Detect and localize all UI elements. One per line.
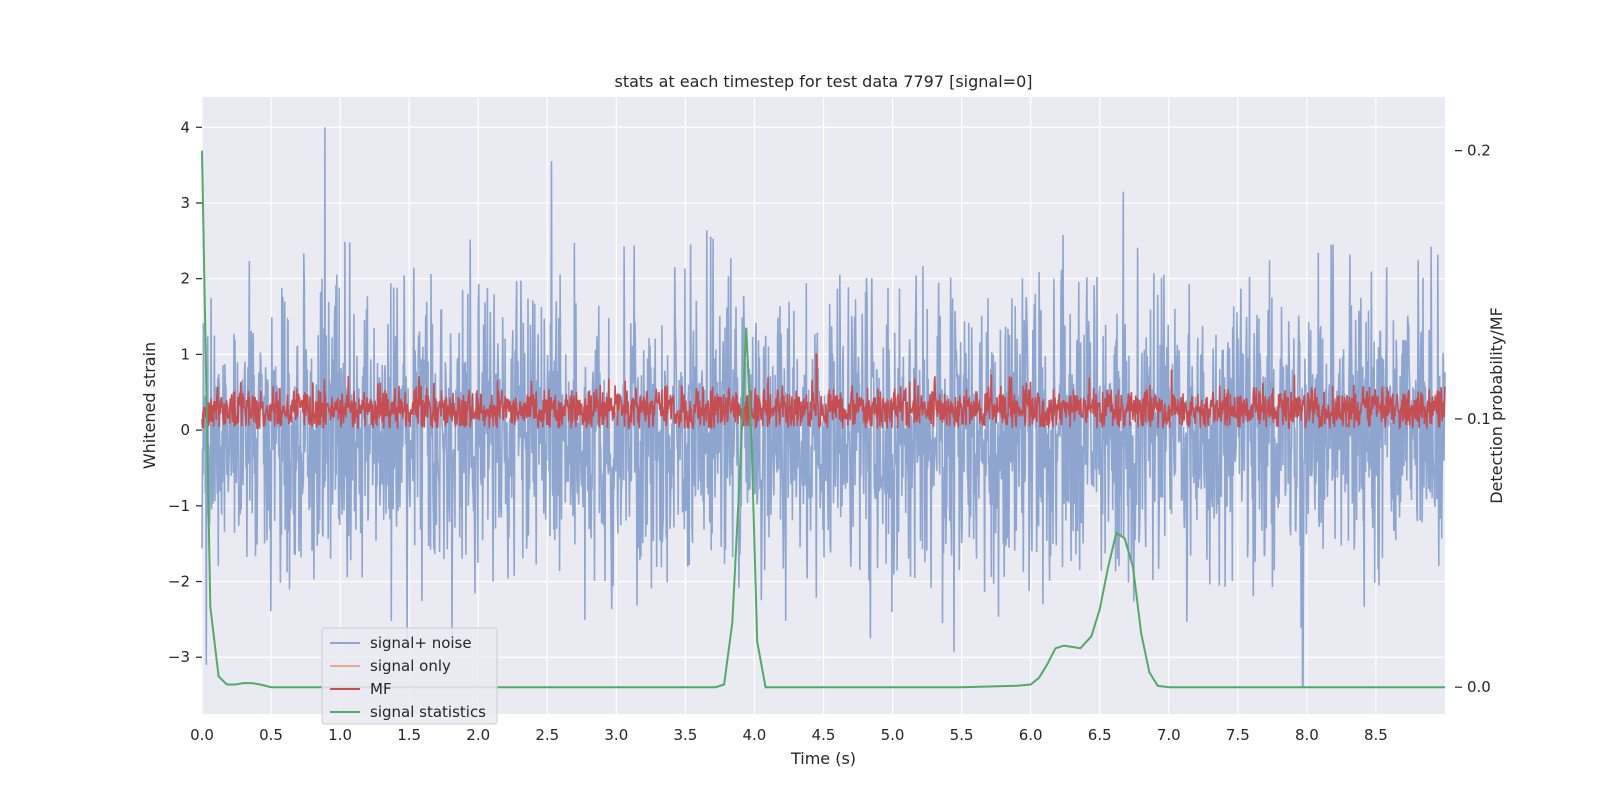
x-tick-label: 1.5 — [397, 726, 421, 744]
x-tick-label: 4.0 — [743, 726, 767, 744]
legend-label: signal only — [370, 657, 451, 675]
y-tick-label: 0 — [180, 421, 190, 439]
x-tick-label: 3.0 — [604, 726, 628, 744]
y-tick-label: 3 — [180, 194, 190, 212]
series-layer — [201, 127, 1446, 689]
y-right-tick-label: 0.0 — [1467, 678, 1491, 696]
y-right-tick-label: 0.1 — [1467, 410, 1491, 428]
y-axis-right-label: Detection probability/MF — [1487, 307, 1506, 504]
x-axis-label: Time (s) — [790, 749, 856, 768]
x-tick-label: 0.0 — [190, 726, 214, 744]
x-tick-label: 6.0 — [1019, 726, 1043, 744]
x-tick-label: 8.5 — [1364, 726, 1388, 744]
y-tick-label: 4 — [180, 118, 190, 136]
y-tick-label: −1 — [168, 497, 190, 515]
x-tick-label: 1.0 — [328, 726, 352, 744]
legend-label: signal+ noise — [370, 634, 472, 652]
x-tick-label: 4.5 — [812, 726, 836, 744]
legend-box — [321, 627, 498, 725]
legend-label: signal statistics — [370, 703, 486, 721]
x-tick-label: 0.5 — [259, 726, 283, 744]
y-right-tick-label: 0.2 — [1467, 142, 1491, 160]
y-tick-label: −2 — [168, 573, 190, 591]
x-tick-label: 8.0 — [1295, 726, 1319, 744]
x-tick-label: 2.0 — [466, 726, 490, 744]
x-tick-label: 5.5 — [950, 726, 974, 744]
series-mf — [201, 353, 1446, 430]
x-tick-label: 7.5 — [1226, 726, 1250, 744]
x-tick-label: 3.5 — [673, 726, 697, 744]
chart-title: stats at each timestep for test data 779… — [614, 72, 1032, 91]
y-tick-label: 2 — [180, 270, 190, 288]
legend: signal+ noise signal only MF signal statist… — [321, 627, 498, 725]
series-signal-statistics — [201, 150, 1445, 689]
x-tick-label: 6.5 — [1088, 726, 1112, 744]
y-tick-label: −3 — [168, 648, 190, 666]
x-tick-label: 7.0 — [1157, 726, 1181, 744]
axis-ticks: 0.0 0.5 1.0 1.5 2.0 2.5 3.0 3.5 4.0 4.5 5.0 5.5 6.0 6… — [168, 118, 1491, 744]
y-axis-label: Whitened strain — [140, 342, 159, 469]
x-tick-label: 2.5 — [535, 726, 559, 744]
legend-label: MF — [370, 680, 392, 698]
series-signal-noise — [201, 127, 1446, 689]
x-tick-label: 5.0 — [881, 726, 905, 744]
y-tick-label: 1 — [180, 345, 190, 363]
